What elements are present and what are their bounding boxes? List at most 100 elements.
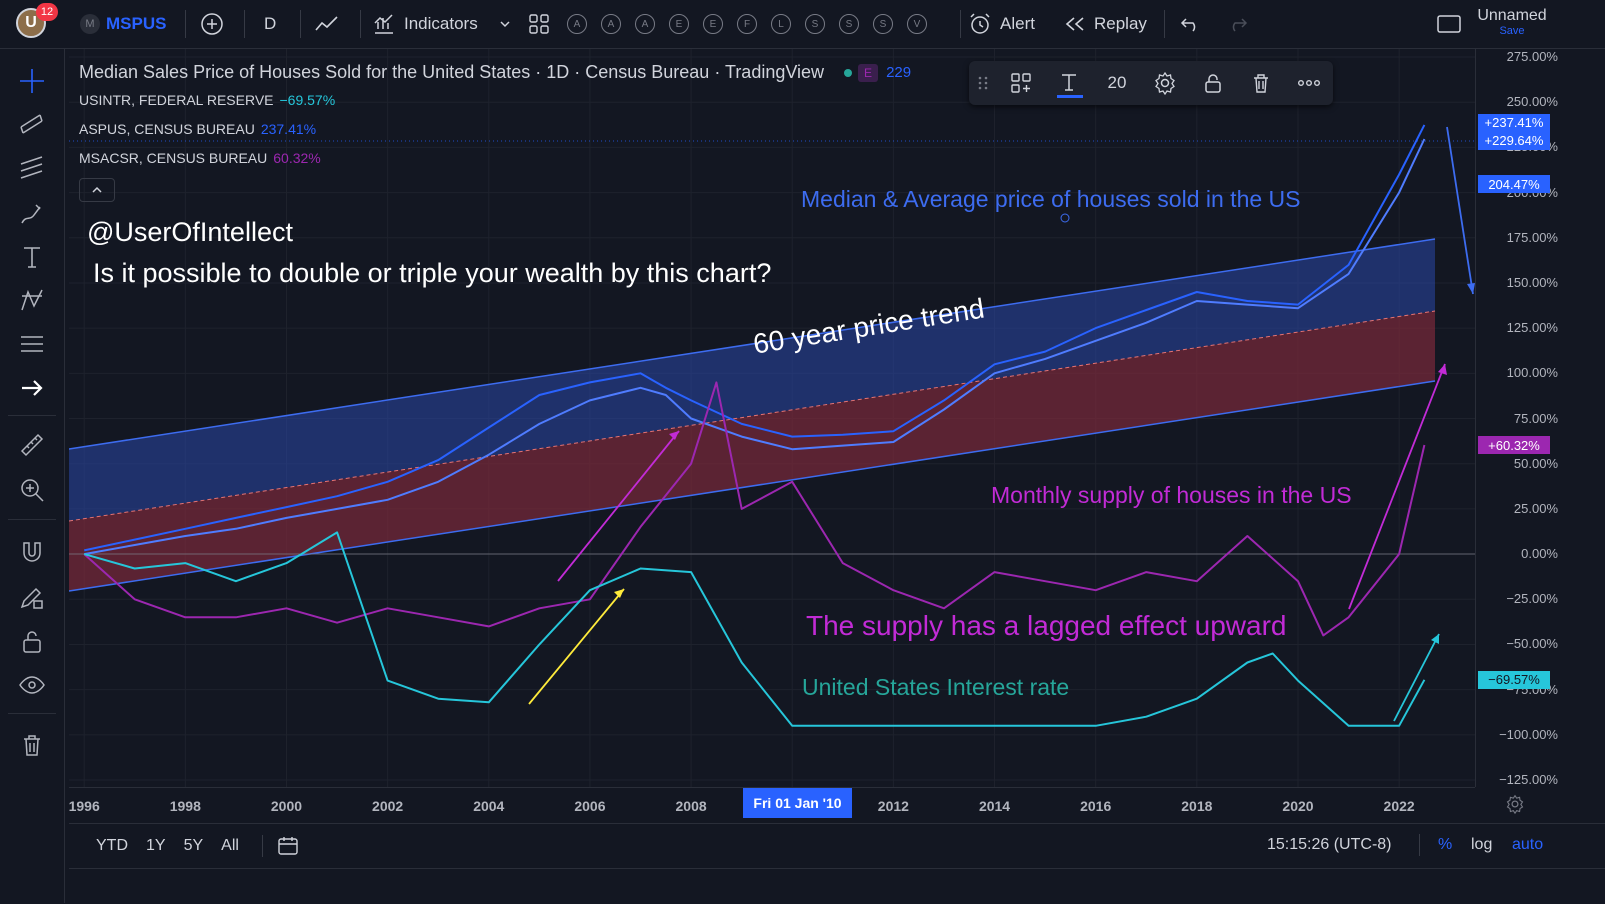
series-line-aspus[interactable]: [83, 124, 1426, 552]
fibonacci-icon: [20, 156, 43, 179]
templates-button[interactable]: [528, 0, 550, 48]
quick-button[interactable]: E: [703, 14, 723, 34]
divider: [8, 713, 56, 714]
pattern-icon: [21, 289, 43, 311]
price-axis-tick: −25.00%: [1506, 591, 1558, 607]
font-size-button[interactable]: 20: [1107, 73, 1127, 92]
interval-button[interactable]: D: [264, 0, 276, 48]
price-axis-series-label: +60.32%: [1478, 436, 1550, 455]
magnet-icon: [23, 542, 41, 562]
chevron-up-icon: [92, 186, 102, 193]
grid-icon: [529, 14, 549, 34]
quick-button[interactable]: A: [601, 14, 621, 34]
text-tool[interactable]: [16, 241, 48, 273]
divider: [300, 10, 301, 38]
text-color-button[interactable]: [1045, 61, 1093, 105]
symbol-search[interactable]: M MSPUS: [80, 0, 166, 48]
lag-annotation: The supply has a lagged effect upward: [806, 610, 1287, 641]
gear-icon: [1506, 794, 1524, 815]
trendline-tool[interactable]: [16, 107, 48, 139]
delete-button[interactable]: [1237, 61, 1285, 105]
brush-tool[interactable]: [16, 197, 48, 229]
series-line-usintr[interactable]: [83, 531, 1426, 727]
chart-type-button[interactable]: [314, 0, 340, 48]
alert-button[interactable]: Alert: [968, 0, 1035, 48]
quick-button[interactable]: S: [873, 14, 893, 34]
quick-button[interactable]: E: [669, 14, 689, 34]
range-button-ytd[interactable]: YTD: [96, 837, 128, 854]
percent-scale-toggle[interactable]: %: [1438, 836, 1453, 853]
series-line-mspus[interactable]: [84, 138, 1426, 556]
more-dots-icon: [1298, 80, 1321, 86]
range-button-5y[interactable]: 5Y: [183, 837, 204, 854]
selection-handle[interactable]: [1060, 213, 1070, 223]
magnet-tool[interactable]: [16, 537, 48, 569]
price-axis-tick: 250.00%: [1506, 94, 1558, 110]
quick-button[interactable]: V: [907, 14, 927, 34]
indicators-button[interactable]: Indicators: [372, 0, 478, 48]
legend-series-row[interactable]: ASPUS, CENSUS BUREAU 237.41%: [79, 121, 316, 137]
main-series-legend[interactable]: Median Sales Price of Houses Sold for th…: [79, 62, 911, 83]
quick-button[interactable]: F: [737, 14, 757, 34]
arrow-tool[interactable]: [16, 372, 48, 404]
pattern-tool[interactable]: [16, 284, 48, 316]
market-status-dot: [844, 68, 853, 77]
crosshair-tool[interactable]: [16, 65, 48, 97]
prediction-tool[interactable]: [16, 328, 48, 360]
range-button-all[interactable]: All: [221, 837, 239, 854]
price-axis-tick: 125.00%: [1506, 320, 1558, 336]
quick-button[interactable]: L: [771, 14, 791, 34]
zoom-tool[interactable]: [16, 474, 48, 506]
undo-icon: [1180, 18, 1196, 32]
legend-series-name: MSACSR, CENSUS BUREAU: [79, 150, 268, 166]
price-axis-tick: 25.00%: [1513, 500, 1558, 516]
quick-button[interactable]: S: [805, 14, 825, 34]
hide-tool[interactable]: [16, 669, 48, 701]
pencil-lock-icon: [20, 587, 43, 609]
series-line-msacsr[interactable]: [83, 381, 1426, 637]
axis-settings-button[interactable]: [1505, 794, 1525, 819]
lock-button[interactable]: [1189, 61, 1237, 105]
price-axis-series-label: 204.47%: [1478, 175, 1550, 194]
price-axis[interactable]: 275.00%250.00%225.00%200.00%175.00%150.0…: [1475, 49, 1566, 787]
layout-menu[interactable]: Unnamed Save: [1470, 7, 1554, 37]
quick-button[interactable]: S: [839, 14, 859, 34]
remove-drawings-tool[interactable]: [16, 729, 48, 761]
replay-button[interactable]: Replay: [1064, 0, 1147, 48]
drag-handle[interactable]: [969, 61, 997, 105]
range-button-1y[interactable]: 1Y: [146, 837, 166, 854]
legend-series-row[interactable]: USINTR, FEDERAL RESERVE −69.57%: [79, 92, 335, 108]
calendar-icon: [278, 837, 298, 855]
log-scale-toggle[interactable]: log: [1471, 836, 1493, 853]
redo-button[interactable]: [1226, 0, 1248, 48]
interval-label: D: [264, 14, 277, 33]
undo-button[interactable]: [1180, 0, 1202, 48]
chart-pane[interactable]: @UserOfIntellect Is it possible to doubl…: [69, 49, 1475, 787]
bottom-toolbar: YTD 1Y 5Y All 15:15:26 (UTC-8) % log auto: [69, 823, 1605, 868]
legend-collapse-button[interactable]: [79, 178, 115, 202]
quick-button[interactable]: A: [567, 14, 587, 34]
fib-tool[interactable]: [16, 152, 48, 184]
fullscreen-button[interactable]: [1436, 0, 1462, 48]
legend-series-row[interactable]: MSACSR, CENSUS BUREAU 60.32%: [79, 150, 321, 166]
template-button[interactable]: [997, 61, 1045, 105]
clock-readout[interactable]: 15:15:26 (UTC-8): [1267, 836, 1392, 853]
measure-tool[interactable]: [16, 429, 48, 461]
indicators-icon: [374, 14, 393, 34]
indicators-dropdown[interactable]: [498, 0, 512, 48]
time-axis-tick: 2018: [1181, 798, 1213, 814]
settings-button[interactable]: [1141, 61, 1189, 105]
time-axis-tick: 2006: [574, 798, 606, 814]
compare-button[interactable]: [200, 0, 224, 48]
auto-scale-toggle[interactable]: auto: [1512, 836, 1544, 853]
lock-drawing-tool[interactable]: [16, 581, 48, 613]
more-button[interactable]: [1285, 61, 1333, 105]
quick-button[interactable]: A: [635, 14, 655, 34]
range-buttons: YTD 1Y 5Y All: [87, 837, 248, 855]
pen-icon: [21, 204, 41, 224]
alert-label: Alert: [1000, 14, 1035, 33]
go-to-date-button[interactable]: [277, 836, 299, 856]
lock-all-tool[interactable]: [16, 625, 48, 657]
time-axis[interactable]: Fri 01 Jan '10 1996 1998 2000 2002 2004 2006 2…: [69, 787, 1475, 823]
